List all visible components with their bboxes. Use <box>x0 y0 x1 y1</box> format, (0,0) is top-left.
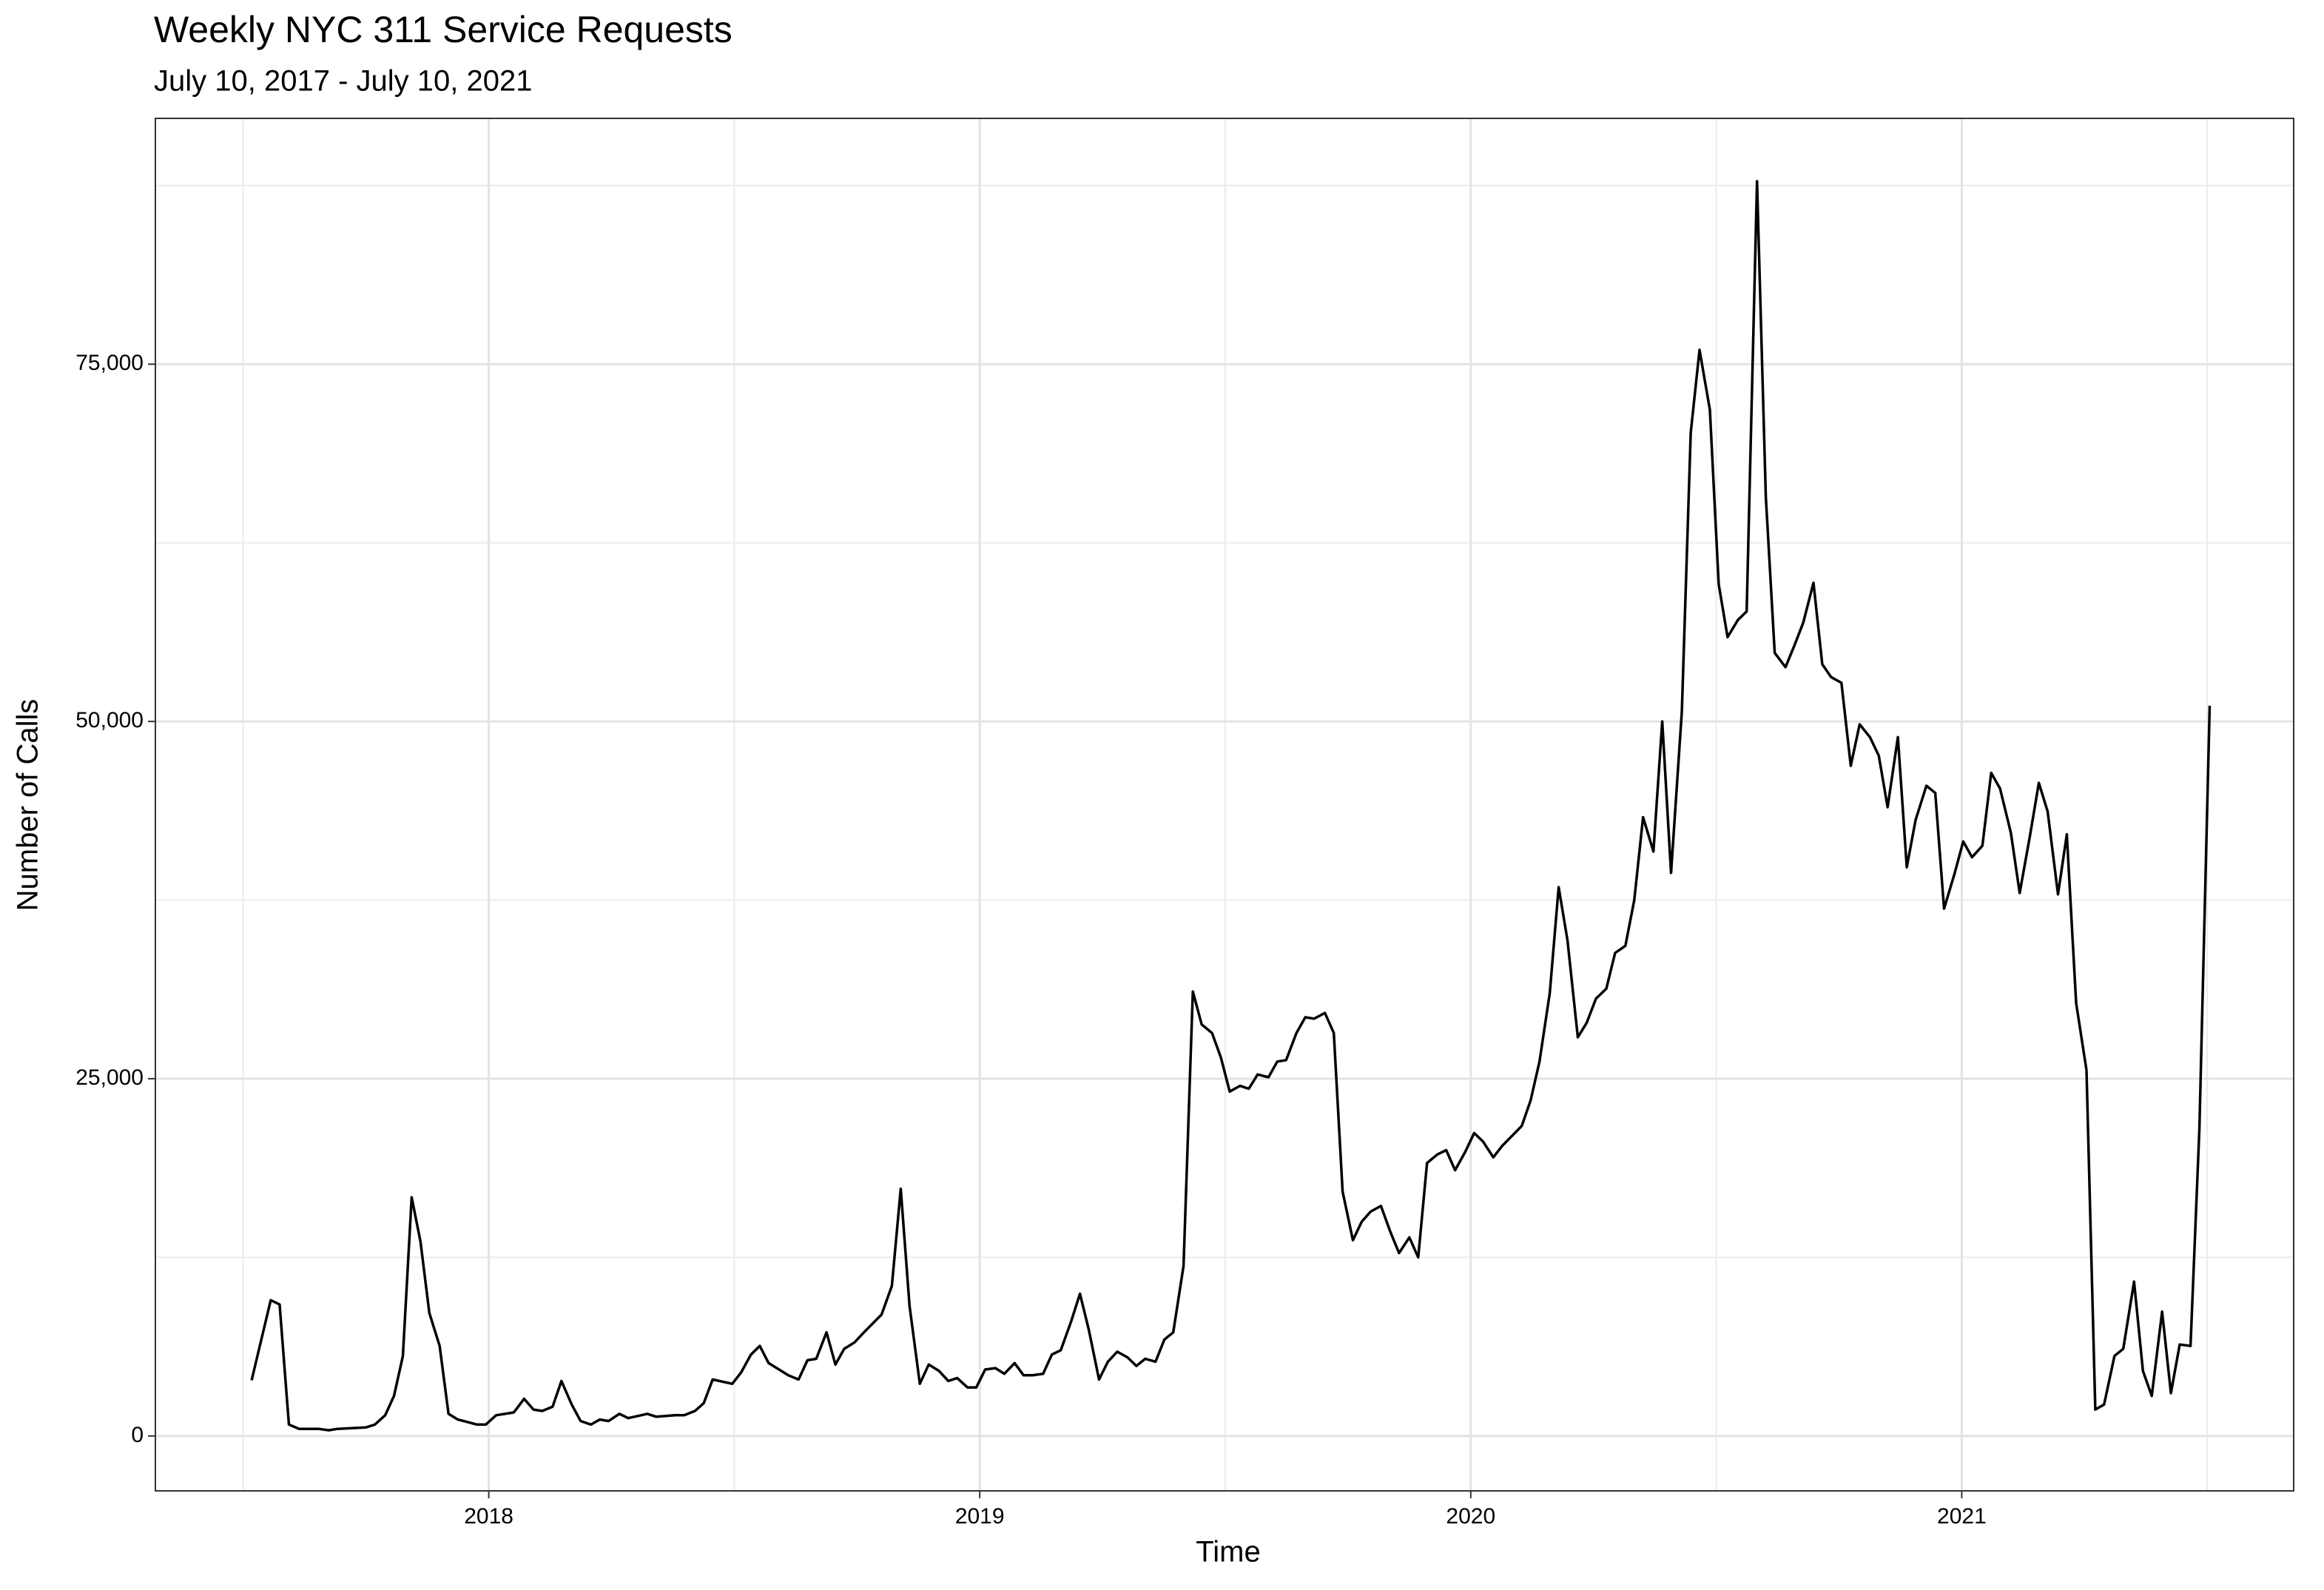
plot-border <box>155 118 2294 1492</box>
y-tick-label: 0 <box>131 1423 144 1447</box>
y-tick-label: 25,000 <box>75 1065 144 1090</box>
y-tick-label: 50,000 <box>75 708 144 732</box>
chart-subtitle: July 10, 2017 - July 10, 2021 <box>154 65 532 98</box>
y-tick-label: 75,000 <box>75 351 144 375</box>
y-axis-title: Number of Calls <box>12 699 44 912</box>
x-tick-label: 2018 <box>464 1504 513 1529</box>
x-axis-title: Time <box>1196 1536 1260 1569</box>
data-line <box>250 180 2212 1432</box>
x-tick-label: 2021 <box>1937 1504 1987 1529</box>
x-tick-label: 2019 <box>955 1504 1005 1529</box>
chart-title: Weekly NYC 311 Service Requests <box>154 9 732 50</box>
x-tick-label: 2020 <box>1446 1504 1495 1529</box>
